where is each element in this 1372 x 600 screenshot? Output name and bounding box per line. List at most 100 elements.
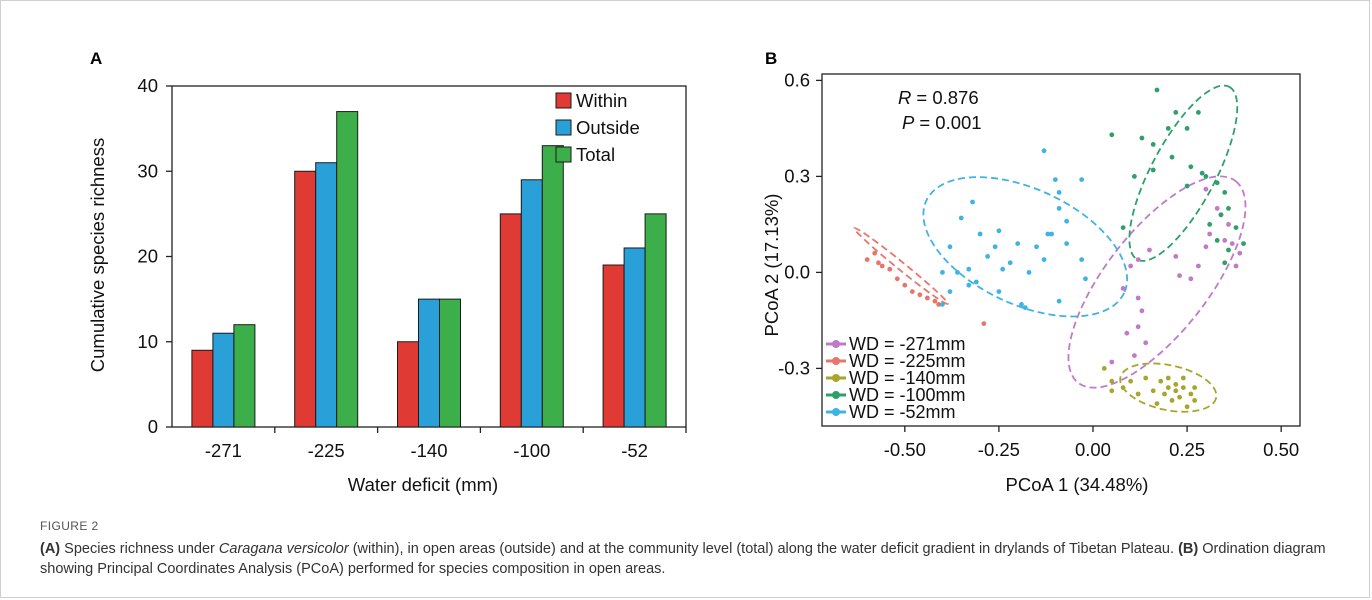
data-point — [1034, 244, 1039, 250]
data-point — [1019, 302, 1024, 307]
data-point — [1241, 241, 1246, 247]
y-tick-label: 20 — [137, 246, 158, 267]
data-point — [1015, 241, 1021, 247]
data-point — [1120, 286, 1126, 291]
bar-total — [644, 213, 667, 428]
data-point — [1079, 177, 1085, 183]
data-point — [1165, 385, 1171, 390]
data-point — [996, 228, 1002, 234]
data-point — [1177, 273, 1182, 278]
data-point — [1222, 238, 1228, 243]
data-point — [1056, 190, 1062, 195]
data-point — [1000, 266, 1006, 272]
data-point — [1147, 247, 1152, 253]
data-point — [1131, 174, 1137, 179]
data-point — [887, 266, 893, 272]
y-tick-label: 0.3 — [784, 165, 810, 186]
legend-marker — [832, 340, 840, 348]
data-point — [917, 292, 923, 298]
data-point — [872, 250, 878, 256]
data-point — [1064, 241, 1070, 247]
data-point — [947, 289, 953, 294]
data-point — [864, 257, 870, 262]
data-point — [1135, 295, 1141, 301]
data-point — [1237, 250, 1243, 256]
data-point — [985, 254, 991, 259]
data-point — [1233, 225, 1239, 231]
data-point — [894, 276, 900, 282]
data-point — [1214, 206, 1220, 211]
data-point — [1177, 394, 1182, 400]
legend-swatch — [555, 119, 572, 136]
legend-marker — [832, 357, 840, 365]
data-point — [1173, 382, 1179, 387]
legend-label: WD = -225mm — [849, 351, 966, 371]
panel-a-letter: A — [90, 49, 102, 68]
y-tick-label: 0.6 — [784, 69, 810, 90]
data-point — [996, 289, 1002, 294]
y-tick-label: 10 — [137, 331, 158, 352]
data-point — [1150, 167, 1156, 173]
legend-label: WD = -52mm — [849, 402, 956, 422]
data-point — [924, 295, 930, 301]
panel-b-ylabel: PCoA 2 (17.13%) — [761, 194, 782, 337]
data-point — [1222, 190, 1228, 195]
data-point — [932, 298, 938, 304]
data-point — [1007, 260, 1013, 266]
legend-marker — [832, 374, 840, 382]
caption-text: (A) Species richness under Caragana vers… — [40, 541, 1326, 577]
data-point — [1203, 186, 1209, 192]
legend-label: WD = -140mm — [849, 368, 966, 388]
x-tick-label: 0.25 — [1169, 439, 1205, 460]
bar-total — [336, 111, 359, 428]
bar-total — [439, 298, 461, 428]
data-point — [1128, 378, 1134, 384]
data-point — [1056, 298, 1062, 304]
data-point — [936, 302, 942, 307]
data-point — [1139, 135, 1145, 141]
data-point — [1109, 388, 1115, 394]
legend-label: Total — [576, 144, 615, 165]
data-point — [1203, 174, 1209, 179]
data-point — [1229, 241, 1235, 247]
panel-b-pcoa-scatter: B PCoA 2 (17.13%) PCoA 1 (34.48%) R = 0.8… — [761, 49, 1301, 495]
bar-total — [541, 145, 564, 428]
data-point — [1135, 324, 1141, 330]
x-tick-label: -100 — [513, 440, 550, 461]
data-point — [940, 270, 945, 275]
data-point — [902, 282, 908, 288]
data-point — [1180, 375, 1186, 381]
figure-caption: FIGURE 2 (A) Species richness under Cara… — [40, 516, 1340, 579]
x-tick-label: -0.50 — [884, 439, 926, 460]
data-point — [1131, 353, 1137, 358]
data-point — [1218, 212, 1224, 218]
y-tick-label: 30 — [137, 160, 158, 181]
data-point — [1214, 238, 1220, 243]
data-point — [1124, 330, 1130, 336]
data-point — [1180, 385, 1186, 390]
data-point — [1169, 398, 1175, 403]
data-point — [1154, 87, 1160, 93]
y-tick-label: 0.0 — [784, 261, 810, 282]
x-tick-label: -225 — [308, 440, 345, 461]
data-point — [1203, 244, 1209, 250]
data-point — [1165, 125, 1171, 131]
data-point — [909, 289, 915, 294]
data-point — [1184, 404, 1190, 410]
data-point — [879, 263, 885, 269]
data-point — [1195, 263, 1201, 269]
data-point — [1207, 222, 1213, 227]
data-point — [1199, 170, 1205, 176]
data-point — [1158, 378, 1164, 384]
legend-label: WD = -100mm — [849, 385, 966, 405]
data-point — [1226, 206, 1231, 211]
data-point — [1045, 231, 1051, 237]
confidence-ellipse — [1067, 175, 1247, 389]
data-point — [1101, 366, 1107, 371]
data-point — [1207, 231, 1213, 237]
data-point — [1139, 308, 1145, 314]
x-tick-label: 0.00 — [1075, 439, 1111, 460]
data-point — [1192, 385, 1198, 390]
r-annotation: R = 0.876 — [898, 87, 979, 108]
